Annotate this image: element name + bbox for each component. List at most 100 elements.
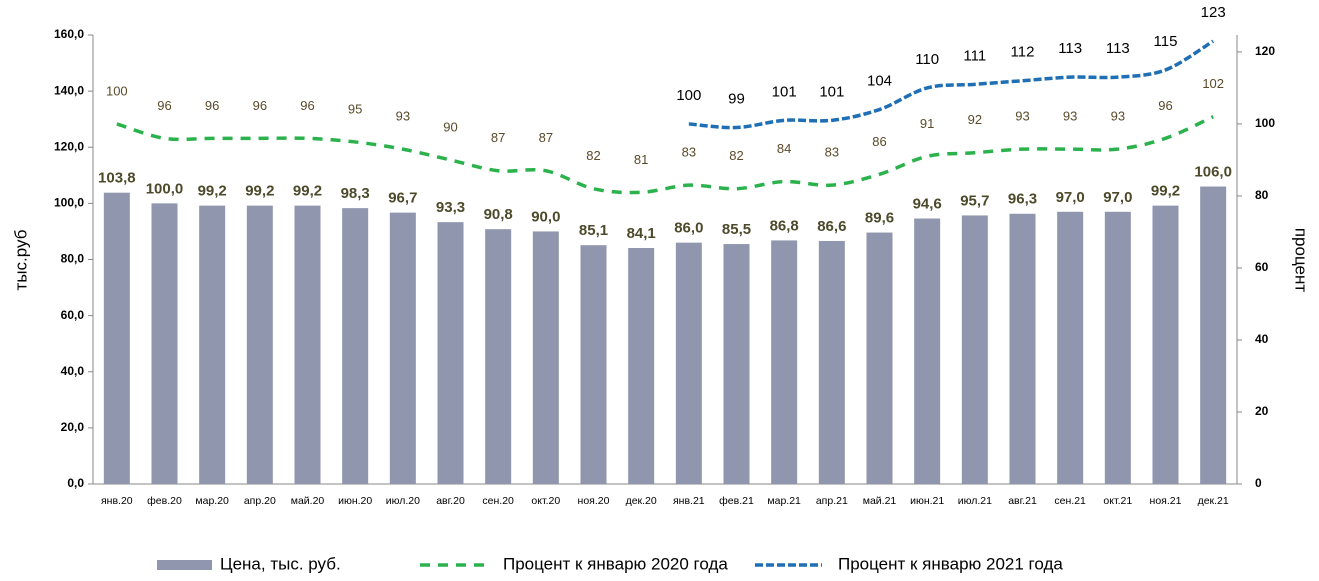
bar <box>914 218 941 484</box>
bar-value-label: 93,3 <box>436 199 465 216</box>
line-value-label: 90 <box>443 119 457 134</box>
bar-value-label: 85,1 <box>579 222 608 239</box>
x-tick-label: июн.20 <box>338 495 372 507</box>
bar-value-label: 84,1 <box>627 225 656 242</box>
bar-value-label: 86,0 <box>674 220 703 237</box>
bar-value-label: 97,0 <box>1056 189 1085 206</box>
bar <box>771 240 798 484</box>
x-tick-label: май.21 <box>863 495 897 507</box>
x-tick-label: фев.21 <box>719 495 754 507</box>
line-value-label: 102 <box>1202 76 1224 91</box>
bar <box>199 205 226 484</box>
bar <box>628 247 655 484</box>
line-value-label: 101 <box>819 83 844 100</box>
bar <box>818 240 845 484</box>
y-tick-label: 100,0 <box>54 196 84 210</box>
line-value-label: 115 <box>1154 33 1178 50</box>
y-tick-label: 40,0 <box>61 364 85 378</box>
y-tick-label: 120,0 <box>54 139 84 153</box>
y2-tick-label: 80 <box>1255 188 1269 202</box>
bar-value-label: 90,0 <box>531 208 560 225</box>
line-value-label: 112 <box>1011 44 1035 61</box>
line-value-label: 82 <box>586 148 600 163</box>
x-tick-label: мар.21 <box>767 495 801 507</box>
x-tick-label: июл.21 <box>958 495 992 507</box>
x-tick-label: апр.20 <box>244 495 276 507</box>
line-value-label: 92 <box>968 112 982 127</box>
line-value-label: 111 <box>963 47 986 64</box>
bar <box>1104 211 1131 484</box>
y2-tick-label: 120 <box>1255 44 1275 58</box>
bar <box>151 203 178 484</box>
x-tick-label: окт.20 <box>531 495 560 507</box>
bar-value-label: 96,3 <box>1008 191 1037 208</box>
line-value-label: 81 <box>634 152 648 167</box>
line-value-label: 104 <box>867 73 892 90</box>
y-tick-label: 80,0 <box>61 252 85 266</box>
y-tick-label: 60,0 <box>61 308 85 322</box>
bar <box>961 215 988 484</box>
x-tick-label: мар.20 <box>195 495 229 507</box>
x-tick-label: сен.21 <box>1054 495 1086 507</box>
line-value-label: 83 <box>682 145 696 160</box>
legend-label: Процент к январю 2020 года <box>503 554 728 573</box>
bar <box>437 222 464 484</box>
bar-value-label: 99,2 <box>1151 183 1180 200</box>
bar <box>675 242 702 484</box>
bar-value-label: 97,0 <box>1103 189 1132 206</box>
y-tick-label: 0,0 <box>67 476 84 490</box>
bar <box>580 245 607 484</box>
line-value-label: 113 <box>1106 40 1130 57</box>
line-value-label: 93 <box>1111 109 1125 124</box>
bar-value-label: 94,6 <box>913 195 942 212</box>
line-value-label: 100 <box>676 87 701 104</box>
x-tick-label: янв.20 <box>101 495 133 507</box>
bar-value-label: 96,7 <box>388 190 417 207</box>
line-value-label: 100 <box>106 83 128 98</box>
y-tick-label: 140,0 <box>54 83 84 97</box>
bar-value-label: 100,0 <box>146 180 184 197</box>
x-tick-label: ноя.20 <box>578 495 610 507</box>
line-value-label: 83 <box>825 145 839 160</box>
line-value-label: 96 <box>205 98 219 113</box>
bar-value-label: 98,3 <box>341 185 370 202</box>
line-value-label: 113 <box>1058 40 1082 57</box>
bar <box>103 192 130 484</box>
bar-value-label: 99,2 <box>245 183 274 200</box>
bar-value-label: 86,8 <box>770 217 799 234</box>
line-value-label: 91 <box>920 116 934 131</box>
bar <box>723 244 750 484</box>
bar <box>294 205 321 484</box>
bar-value-label: 95,7 <box>960 192 989 209</box>
y-tick-label: 20,0 <box>61 420 85 434</box>
y-tick-label: 160,0 <box>54 27 84 41</box>
y2-axis-label: процент <box>1292 228 1311 293</box>
bar <box>1009 213 1036 484</box>
line-value-label: 87 <box>491 130 505 145</box>
line-value-label: 82 <box>729 148 743 163</box>
line-value-label: 110 <box>915 51 939 68</box>
bar-value-label: 99,2 <box>293 183 322 200</box>
bar <box>532 231 559 484</box>
bar-value-label: 85,5 <box>722 221 751 238</box>
bar <box>246 205 273 484</box>
y2-tick-label: 60 <box>1255 260 1269 274</box>
x-tick-label: фев.20 <box>147 495 182 507</box>
bar-value-label: 90,8 <box>484 206 513 223</box>
line-value-label: 86 <box>872 134 886 149</box>
bar <box>389 212 416 484</box>
bar <box>342 208 369 484</box>
line-value-label: 93 <box>396 109 410 124</box>
bar-value-label: 99,2 <box>198 183 227 200</box>
line-value-label: 96 <box>253 98 267 113</box>
x-tick-label: авг.20 <box>436 495 465 507</box>
line-value-label: 99 <box>728 91 745 108</box>
bar <box>1057 211 1084 484</box>
line-value-label: 87 <box>539 130 553 145</box>
x-tick-label: май.20 <box>291 495 325 507</box>
x-tick-label: ноя.21 <box>1150 495 1182 507</box>
legend-label: Цена, тыс. руб. <box>220 554 341 573</box>
x-tick-label: апр.21 <box>816 495 848 507</box>
x-tick-label: дек.20 <box>626 495 657 507</box>
